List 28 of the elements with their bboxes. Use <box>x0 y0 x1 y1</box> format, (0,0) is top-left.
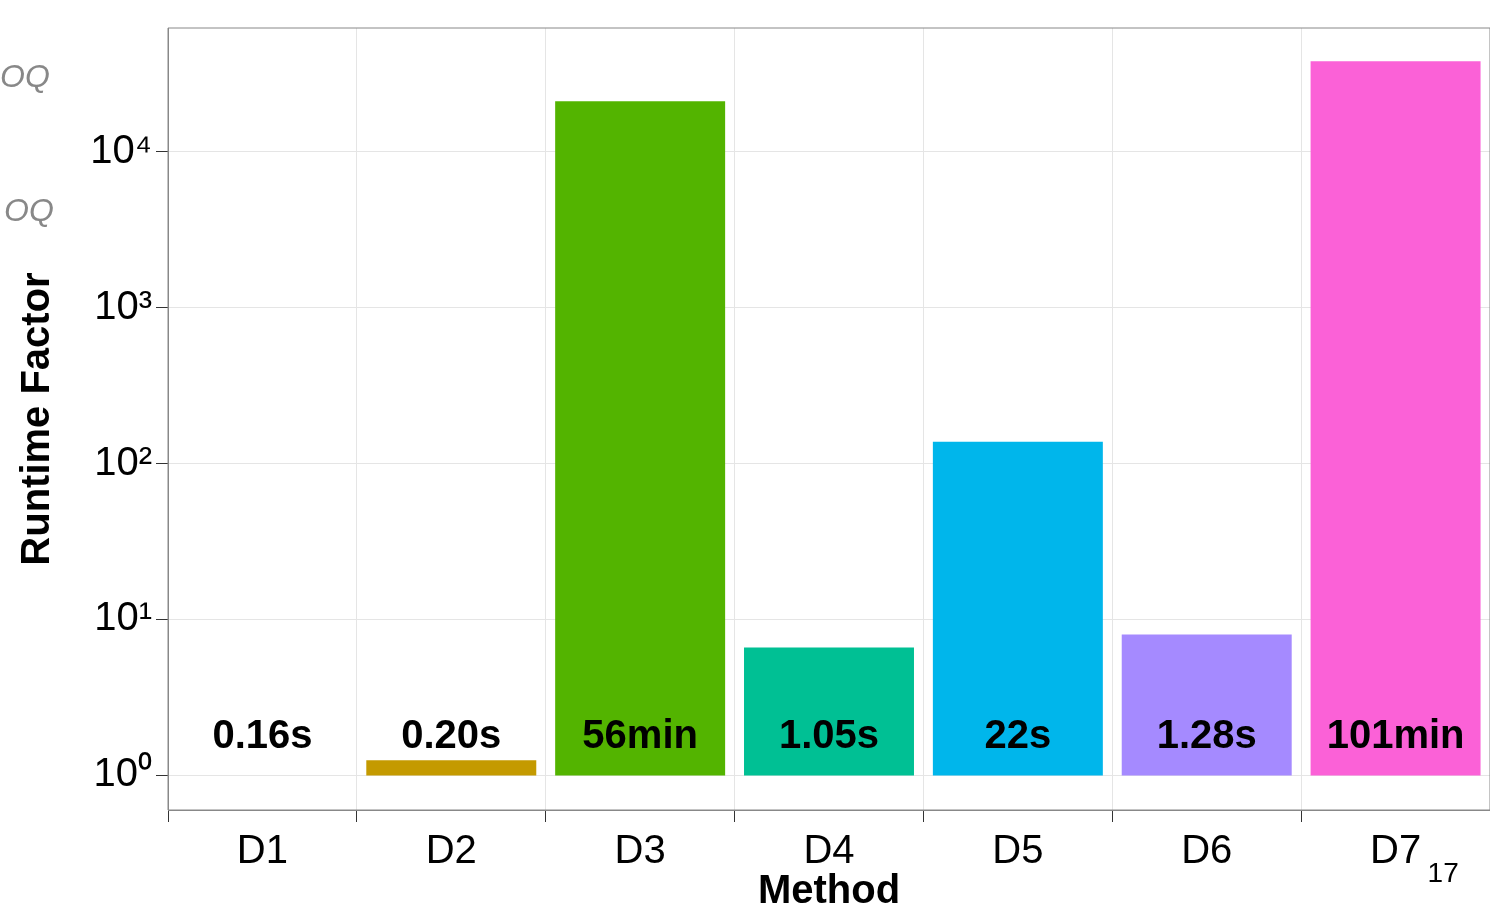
text: OQ <box>4 191 54 228</box>
bar <box>366 760 537 776</box>
y-tick-label: 10⁰ <box>93 750 152 795</box>
bar <box>555 101 726 776</box>
x-tick-label: D5 <box>992 827 1044 872</box>
annotation: 0.20s <box>401 712 502 757</box>
annotation: 1.05s <box>778 712 880 757</box>
x-tick-label: D6 <box>1181 827 1233 872</box>
bar <box>1310 61 1481 776</box>
y-tick-label: 10² <box>94 438 152 483</box>
text: 17 <box>1427 856 1459 888</box>
bar <box>1121 634 1292 776</box>
y-tick-label: 10⁴ <box>90 126 152 171</box>
y-tick-label: 10³ <box>94 282 152 327</box>
annotation: 22s <box>984 712 1052 757</box>
annotation: 1.28s <box>1156 712 1257 757</box>
x-tick-label: D1 <box>236 827 288 872</box>
y-axis-title: Runtime Factor <box>13 272 58 566</box>
text: OQ <box>0 57 50 94</box>
annotation: 56min <box>582 712 698 757</box>
x-tick-label: D2 <box>425 827 477 872</box>
x-tick-label: D3 <box>614 827 666 872</box>
bar <box>932 441 1103 776</box>
annotation: 0.16s <box>212 712 313 757</box>
annotation: 101min <box>1326 712 1465 757</box>
x-tick-label: D7 <box>1370 827 1422 872</box>
bar <box>744 647 914 776</box>
y-tick-label: 10¹ <box>94 594 152 639</box>
